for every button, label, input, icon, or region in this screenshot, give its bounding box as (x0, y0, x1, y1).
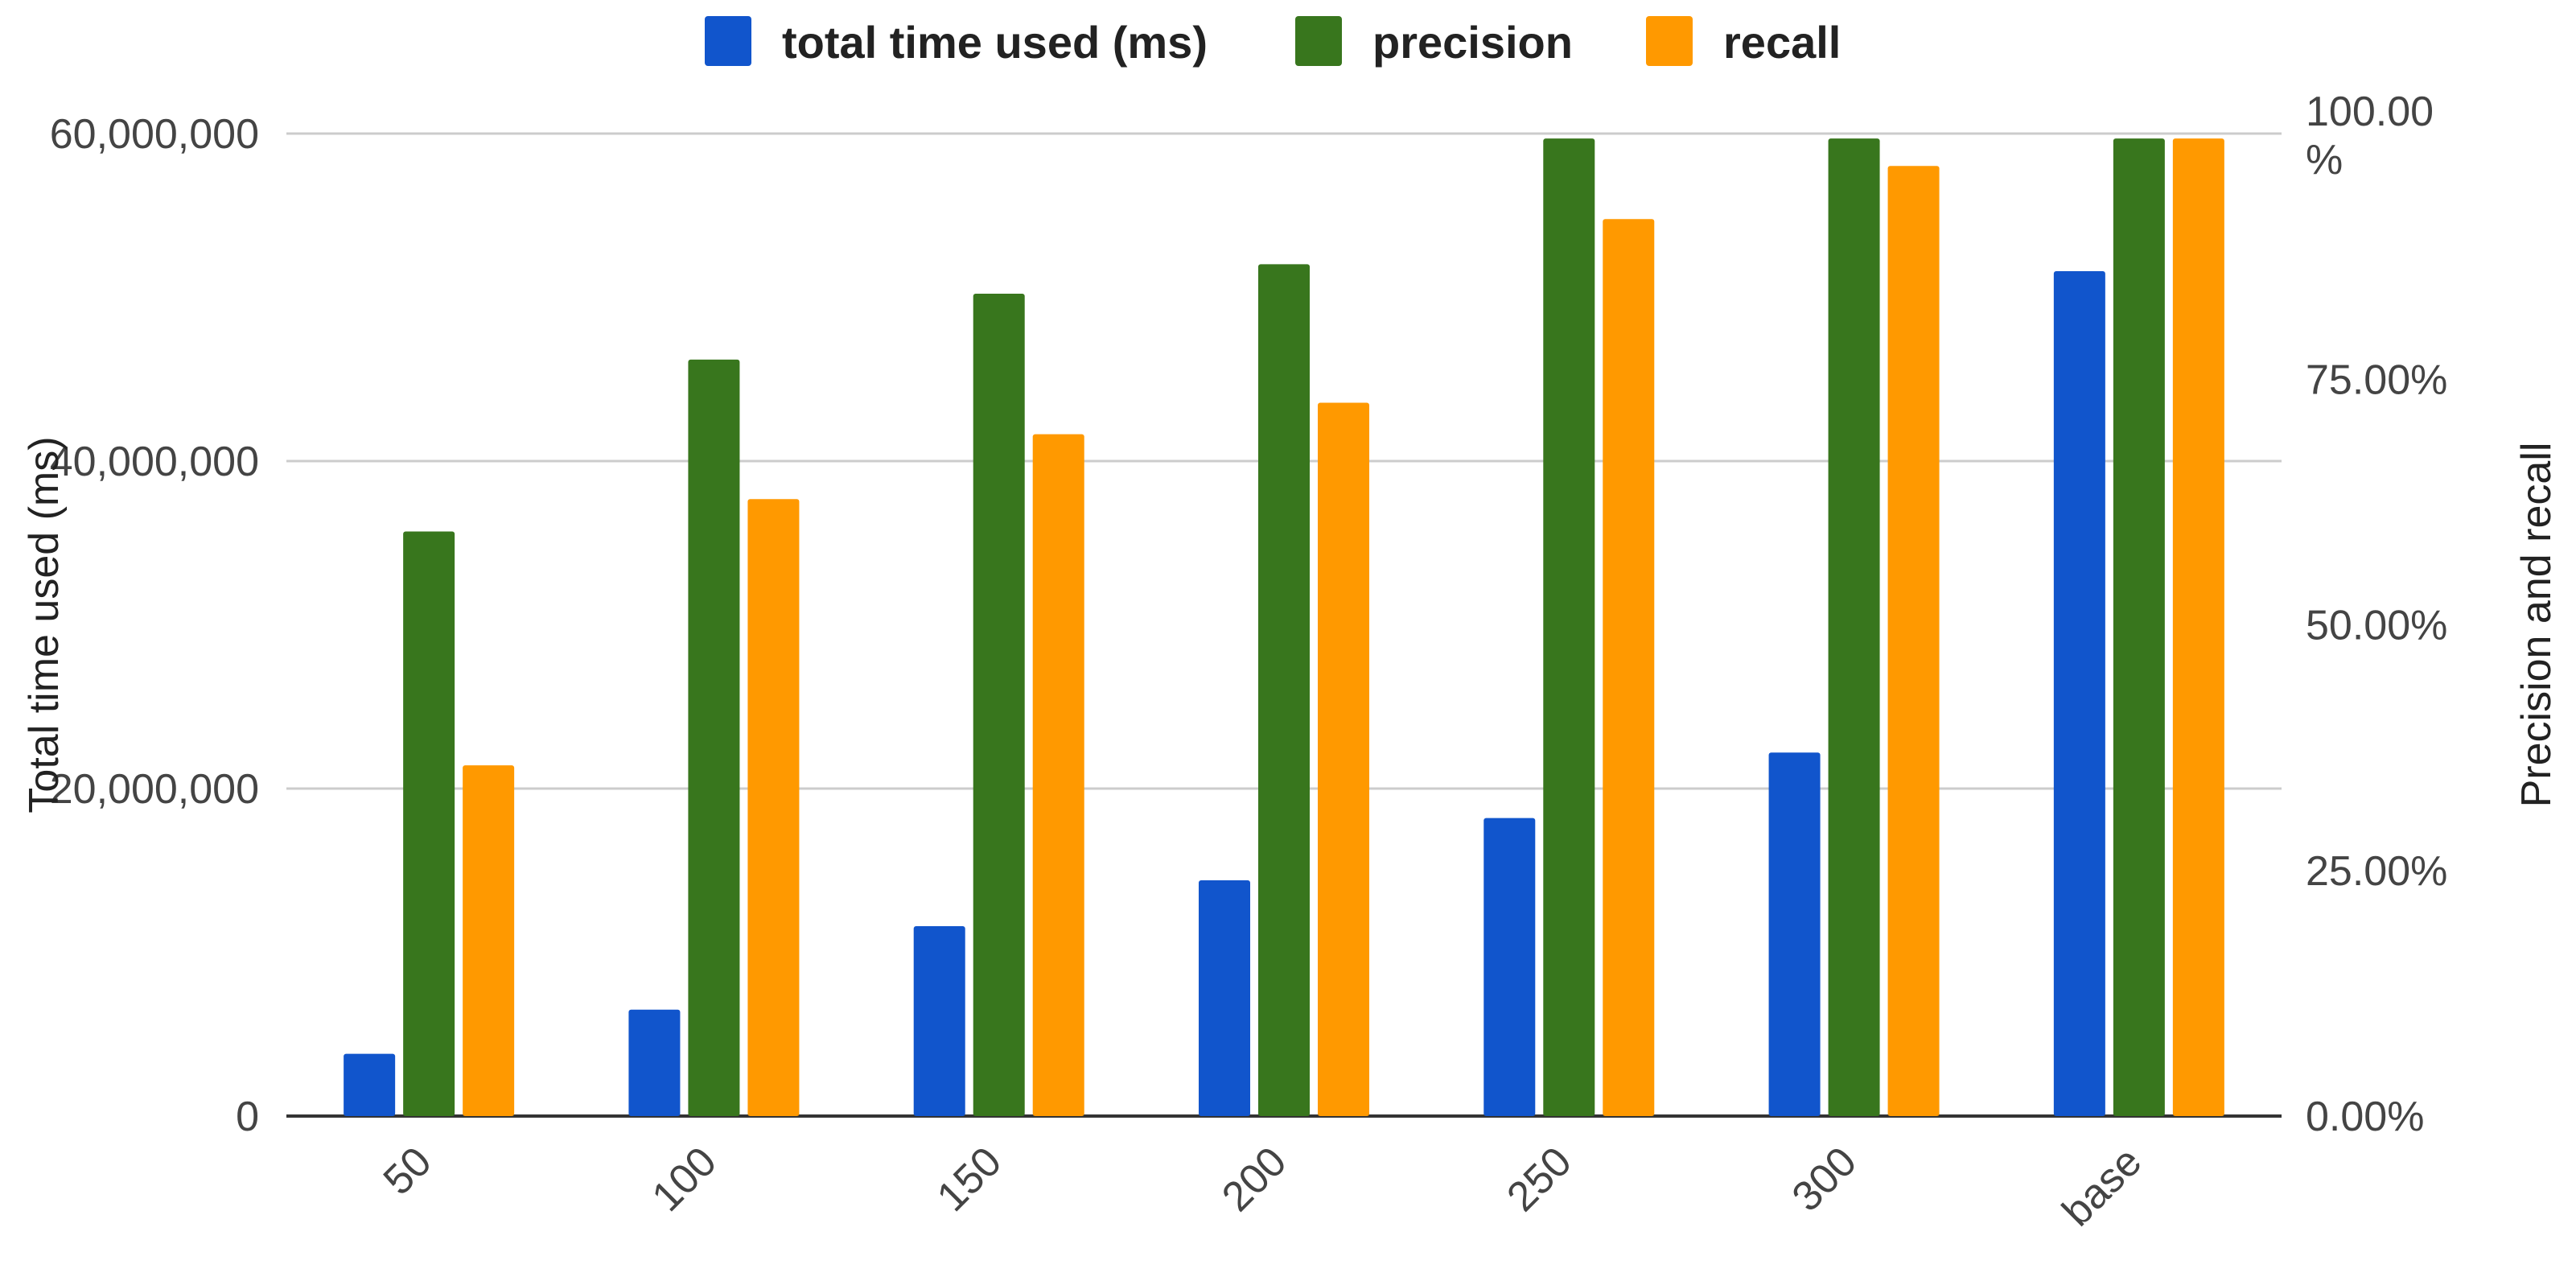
bar-total-time-used-ms--250 (1483, 818, 1536, 1116)
left-axis-tick-label: 60,000,000 (50, 111, 259, 158)
bar-total-time-used-ms--200 (1199, 879, 1250, 1116)
bar-recall-100 (747, 499, 800, 1116)
bar-recall-150 (1032, 434, 1084, 1116)
bar-precision-250 (1543, 138, 1595, 1117)
bar-precision-300 (1828, 138, 1880, 1117)
legend-swatch (1295, 16, 1342, 66)
right-axis-tick-label: 75.00% (2306, 356, 2447, 403)
right-axis-tick-label: 25.00% (2306, 848, 2447, 895)
x-axis-tick-label: 250 (1498, 1138, 1580, 1220)
x-axis-tick-label: 300 (1784, 1138, 1866, 1220)
x-axis-tick-label: 50 (375, 1138, 441, 1204)
bar-precision-200 (1258, 264, 1310, 1116)
legend-label: precision (1372, 17, 1573, 68)
right-axis-tick-label: 100.00% (2306, 89, 2434, 183)
left-axis-tick-label: 0 (236, 1094, 259, 1140)
x-axis-tick-label: base (2054, 1138, 2151, 1235)
bar-recall-200 (1318, 402, 1369, 1117)
bar-total-time-used-ms--base (2053, 270, 2105, 1117)
bar-recall-300 (1887, 166, 1940, 1117)
legend-swatch (705, 16, 751, 66)
bar-total-time-used-ms--100 (628, 1009, 681, 1116)
x-axis-tick-label: 150 (928, 1138, 1010, 1220)
right-axis-tick-label: 0.00% (2306, 1094, 2424, 1140)
bars (344, 138, 2224, 1117)
bar-precision-base (2113, 138, 2165, 1117)
left-axis-tick-label: 40,000,000 (50, 439, 259, 485)
x-axis-tick-label: 100 (644, 1138, 726, 1220)
right-axis-title: Precision and recall (2513, 443, 2560, 808)
bar-total-time-used-ms--50 (344, 1053, 396, 1116)
legend-swatch (1646, 16, 1693, 66)
left-axis-tick-label: 20,000,000 (50, 766, 259, 813)
bar-recall-50 (463, 765, 515, 1116)
legend: total time used (ms) precision recall (705, 16, 1841, 68)
bar-recall-250 (1603, 219, 1655, 1116)
bar-precision-150 (973, 294, 1025, 1116)
bar-precision-100 (688, 359, 740, 1117)
x-axis-tick-label: 200 (1213, 1138, 1295, 1220)
left-axis-title: Total time used (ms) (21, 436, 68, 813)
legend-label: total time used (ms) (782, 17, 1208, 68)
bar-total-time-used-ms--150 (913, 925, 965, 1116)
bar-total-time-used-ms--300 (1768, 752, 1821, 1116)
bar-recall-base (2172, 138, 2224, 1117)
right-axis-tick-label: 50.00% (2306, 603, 2447, 649)
legend-label: recall (1723, 17, 1841, 68)
bar-precision-50 (403, 531, 455, 1116)
